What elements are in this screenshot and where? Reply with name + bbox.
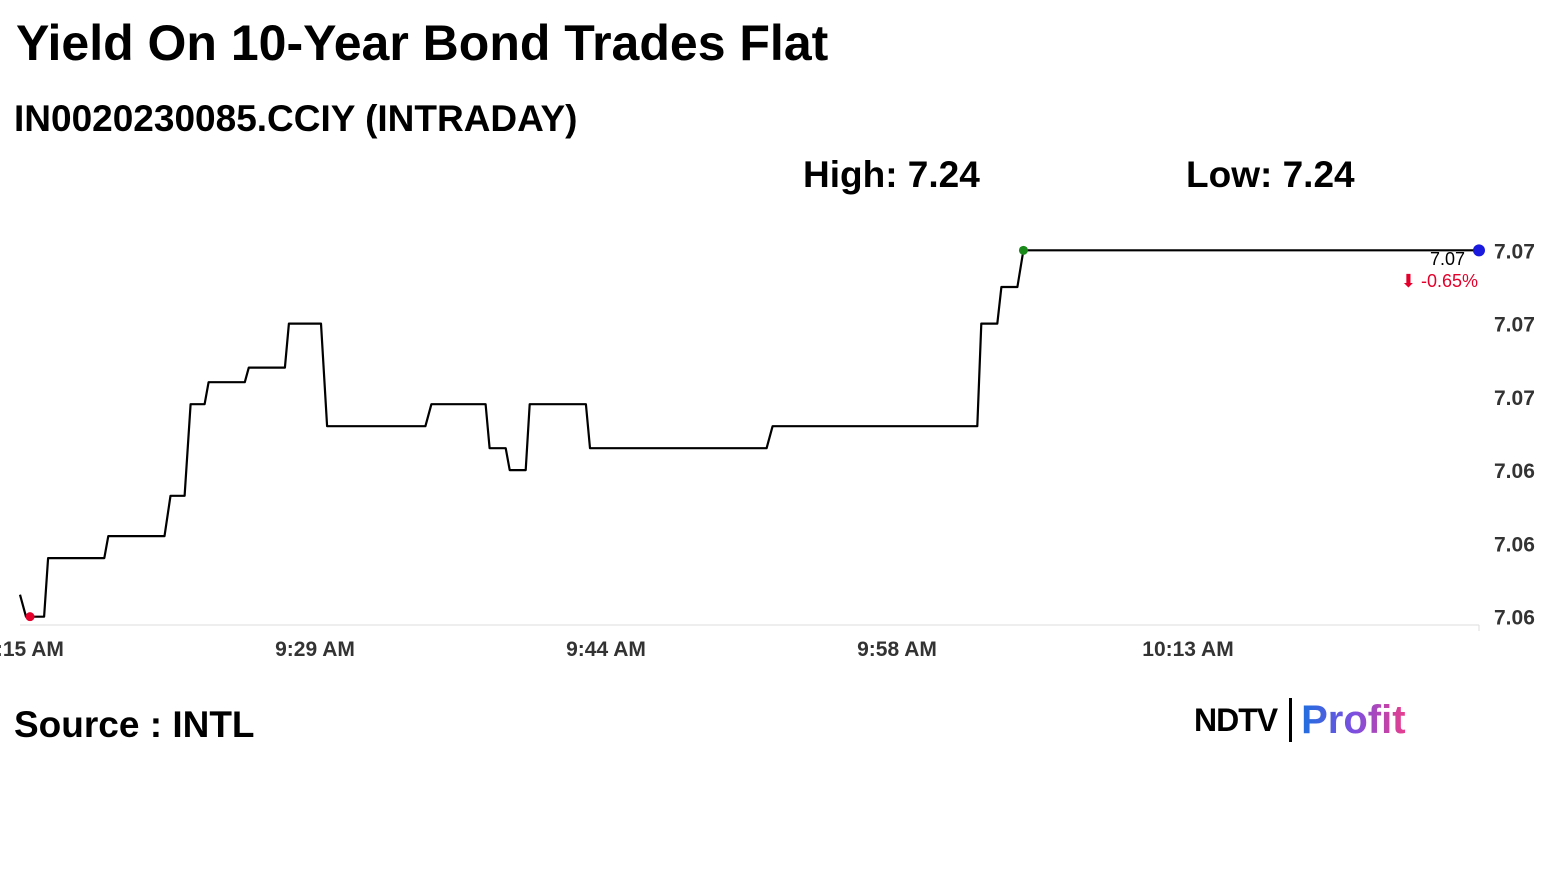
x-tick-label-1: 9:29 AM [275,638,355,661]
chart-subtitle: IN0020230085.CCIY (INTRADAY) [14,98,578,139]
start-point-marker [25,612,35,622]
y-tick-label-2: 7.06 [1494,460,1535,483]
ndtv-profit-logo: NDTV Profit [1194,696,1406,744]
high-label: High: 7.24 [803,154,980,195]
chart-title: Yield On 10-Year Bond Trades Flat [16,15,829,71]
change-percent-label: ⬇ -0.65% [1401,271,1478,291]
x-tick-label-2: 9:44 AM [566,638,646,661]
x-tick-label-0: 9:15 AM [0,638,64,661]
series-line-0 [18,249,1479,618]
last-point-marker [1473,244,1485,257]
y-tick-label-3: 7.07 [1494,387,1535,410]
y-tick-label-1: 7.06 [1494,533,1535,556]
logo-divider [1289,698,1293,742]
source-label: Source : INTL [14,704,255,745]
x-tick-label-3: 9:58 AM [857,638,937,661]
low-label: Low: 7.24 [1186,154,1355,195]
high-point-marker [1018,245,1028,255]
y-tick-label-5: 7.07 [1494,240,1535,263]
y-tick-label-0: 7.06 [1494,607,1535,630]
logo-ndtv-text: NDTV [1194,701,1278,738]
last-value-label: 7.07 [1430,249,1465,269]
x-tick-label-4: 10:13 AM [1142,638,1233,661]
logo-profit-text: Profit [1301,697,1406,742]
y-tick-label-4: 7.07 [1494,314,1535,337]
